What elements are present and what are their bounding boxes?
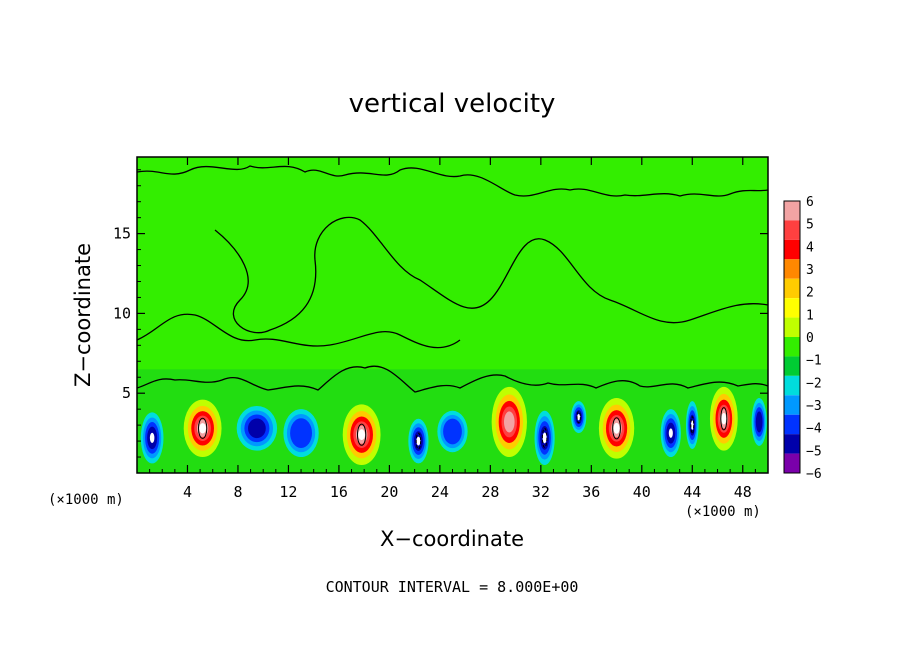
colorbar-tick-label: −1: [806, 354, 822, 369]
colorbar-segment: [784, 298, 800, 318]
inner-contour: [612, 417, 621, 440]
y-axis-ticks: 5 10 15: [113, 169, 768, 458]
draft-level: [542, 432, 547, 444]
inner-contour: [415, 432, 422, 450]
draft-level: [358, 429, 366, 441]
downdraft-cell: [236, 405, 278, 451]
colorbar-tick-label: −2: [806, 376, 822, 391]
colorbar-tick-label: 0: [806, 331, 814, 346]
colorbar-tick-label: 1: [806, 308, 814, 323]
y-tick-label: 5: [122, 384, 131, 402]
x-unit-label: (×1000 m): [685, 504, 761, 520]
colorbar-segment: [784, 414, 800, 435]
draft-level: [668, 428, 673, 438]
upper-contour-line: [137, 165, 768, 197]
draft-level: [577, 413, 581, 421]
draft-level: [290, 418, 313, 448]
colorbar-tick-label: 2: [806, 286, 814, 301]
updraft-cell: [183, 399, 222, 458]
colorbar-tick-label: 6: [806, 195, 814, 210]
inner-contour: [541, 427, 548, 448]
contour-interval-note: CONTOUR INTERVAL = 8.000E+00: [326, 578, 579, 596]
draft-level: [721, 412, 727, 425]
inner-contour: [356, 423, 367, 446]
downdraft-cell: [660, 409, 681, 458]
x-tick-label: 16: [330, 483, 348, 501]
colorbar-segment: [784, 453, 800, 473]
x-tick-label: 32: [532, 483, 550, 501]
draft-level: [755, 411, 763, 433]
colorbar-segment: [784, 220, 800, 240]
draft-level: [248, 418, 266, 439]
x-tick-label: 12: [279, 483, 297, 501]
updraft-cell: [140, 412, 164, 464]
updraft-cell: [709, 386, 738, 451]
colorbar: 6 5 4 3 2 1 0 −1 −2 −3 −4 −5 −6: [783, 195, 822, 482]
inner-contour: [690, 416, 695, 435]
y-axis-label: Z−coordinate: [71, 243, 95, 387]
downdraft-cell: [685, 401, 699, 450]
contour-lines: [137, 165, 768, 393]
updraft-cell: [491, 386, 527, 458]
updraft-cell: [342, 404, 381, 466]
colorbar-segment: [784, 337, 800, 357]
colorbar-tick-label: −6: [806, 467, 822, 482]
x-axis-label: X−coordinate: [380, 527, 524, 551]
y-tick-label: 15: [113, 225, 131, 243]
downdraft-cell: [571, 401, 587, 434]
colorbar-segment: [784, 278, 800, 299]
colorbar-segment: [784, 375, 800, 396]
x-tick-label: 20: [380, 483, 398, 501]
draft-level: [691, 420, 694, 430]
colorbar-tick-label: −5: [806, 444, 822, 459]
colorbar-tick-label: 5: [806, 218, 814, 233]
updraft-cell: [598, 397, 635, 459]
colorbar-tick-label: 3: [806, 263, 814, 278]
x-axis-ticks: 4 8 12 16 20 24 28 32 36 40 44 48: [149, 157, 756, 501]
draft-level: [416, 436, 421, 446]
colorbar-tick-label: 4: [806, 240, 814, 255]
downdraft-cell: [751, 397, 767, 446]
x-tick-label: 8: [233, 483, 242, 501]
colorbar-segment: [784, 317, 800, 337]
colorbar-segment: [784, 395, 800, 415]
downdraft-cell: [408, 418, 429, 464]
colorbar-tick-label: −4: [806, 422, 822, 437]
x-tick-label: 40: [633, 483, 651, 501]
chart-title: vertical velocity: [349, 89, 556, 119]
x-tick-label: 44: [683, 483, 701, 501]
x-tick-label: 24: [431, 483, 449, 501]
inner-contour: [576, 411, 581, 424]
inner-contour: [720, 407, 728, 431]
downdraft-cell: [437, 410, 468, 453]
x-tick-label: 28: [481, 483, 499, 501]
x-tick-label: 36: [582, 483, 600, 501]
plot-area: [137, 157, 768, 473]
draft-level: [503, 411, 515, 433]
draft-level: [149, 432, 155, 443]
draft-level: [443, 418, 462, 445]
zero-contour-line: [137, 365, 768, 393]
colorbar-segment: [784, 259, 800, 279]
draft-level: [613, 422, 620, 434]
colorbar-segment: [784, 434, 800, 454]
upper-contour-line-2: [137, 313, 461, 349]
colorbar-segment: [784, 239, 800, 260]
y-tick-label: 10: [113, 304, 131, 322]
x-tick-label: 4: [183, 483, 192, 501]
draft-level: [199, 423, 207, 434]
inner-contour: [197, 417, 208, 439]
colorbar-segment: [784, 356, 800, 376]
downdraft-cell: [283, 409, 319, 458]
mid-contour-line: [214, 216, 768, 334]
x-tick-label: 48: [734, 483, 752, 501]
downdraft-cell: [534, 410, 555, 466]
colorbar-frame: [783, 200, 801, 474]
colorbar-segment: [784, 201, 800, 221]
y-unit-label: (×1000 m): [48, 492, 124, 508]
colorbar-tick-label: −3: [806, 399, 822, 414]
